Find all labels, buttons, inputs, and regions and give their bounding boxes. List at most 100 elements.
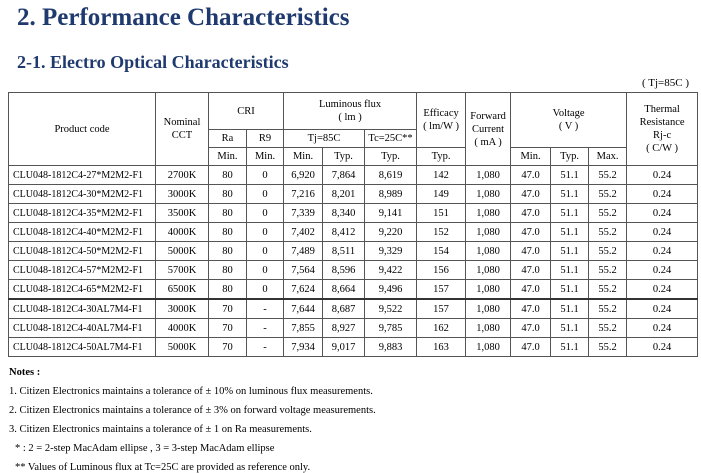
table-cell: 47.0 bbox=[510, 298, 552, 319]
note: 3. Citizen Electronics maintains a toler… bbox=[9, 424, 312, 435]
table-cell: 0 bbox=[245, 165, 285, 185]
table-cell: 157 bbox=[416, 279, 467, 300]
table-cell: 80 bbox=[208, 241, 247, 261]
table-cell: 8,511 bbox=[322, 241, 366, 261]
table-row: CLU048-1812C4-35*M2M2-F1 3500K 80 0 7,339 8,3… bbox=[8, 203, 699, 223]
condition: ( Tj=85C ) bbox=[642, 77, 689, 89]
table-cell: 80 bbox=[208, 222, 247, 242]
table-cell: CLU048-1812C4-40*M2M2-F1 bbox=[8, 222, 156, 242]
table-cell: 151 bbox=[416, 203, 467, 223]
table-cell: 1,080 bbox=[465, 298, 512, 319]
table-cell: 80 bbox=[208, 260, 247, 280]
header-line: ( mA ) bbox=[474, 136, 502, 148]
table-cell: 7,855 bbox=[283, 318, 324, 338]
table-cell: 47.0 bbox=[510, 203, 552, 223]
header-line: ( lm/W ) bbox=[423, 121, 460, 132]
table-row: CLU048-1812C4-50AL7M4-F1 5000K 70-7,934 9,0… bbox=[8, 337, 699, 357]
header-cell: Typ. bbox=[416, 147, 467, 166]
header-line: Thermal bbox=[644, 104, 680, 115]
table-cell: 7,564 bbox=[283, 260, 324, 280]
table-cell: 5700K bbox=[155, 260, 209, 280]
table-cell: CLU048-1812C4-35*M2M2-F1 bbox=[8, 203, 156, 223]
table-cell: 9,522 bbox=[364, 298, 418, 319]
note: ** Values of Luminous flux at Tc=25C are… bbox=[15, 462, 311, 473]
table-cell: 154 bbox=[416, 241, 467, 261]
header-cell: Typ. bbox=[550, 147, 590, 166]
table-cell: 55.2 bbox=[588, 337, 628, 357]
table-cell: - bbox=[245, 318, 285, 338]
header-line: Resistance bbox=[639, 117, 685, 128]
table-cell: 51.1 bbox=[550, 298, 590, 319]
table-cell: CLU048-1812C4-50AL7M4-F1 bbox=[8, 337, 156, 357]
table-cell: 163 bbox=[416, 337, 467, 357]
table-cell: 1,080 bbox=[465, 260, 512, 280]
header-cell: CRI bbox=[207, 92, 285, 130]
table-cell: 9,329 bbox=[364, 241, 418, 261]
table-cell: 0 bbox=[245, 260, 285, 280]
table-cell: 55.2 bbox=[588, 279, 628, 300]
table-cell: 0.24 bbox=[626, 279, 699, 300]
table-cell: 5000K bbox=[155, 241, 209, 261]
table-cell: 70 bbox=[208, 318, 247, 338]
table-row: CLU048-1812C4-40*M2M2-F1 4000K 80 0 7,402 8,4… bbox=[8, 222, 699, 242]
table-cell: 55.2 bbox=[588, 165, 628, 185]
table-cell: - bbox=[245, 298, 285, 319]
header-cell: Efficacy ( lm/W ) bbox=[416, 92, 467, 148]
table-cell: 8,619 bbox=[364, 165, 418, 185]
table-cell: 3000K bbox=[155, 184, 209, 204]
header-cell: Typ. bbox=[322, 147, 366, 166]
table-cell: 55.2 bbox=[588, 203, 628, 223]
table-cell: 8,927 bbox=[322, 318, 366, 338]
table-row: CLU048-1812C4-65*M2M2-F1 6500K 80 0 7,624 8,6… bbox=[8, 279, 699, 300]
table-cell: 8,687 bbox=[322, 298, 366, 319]
table-cell: 9,496 bbox=[364, 279, 418, 300]
header-cell: Min. bbox=[245, 147, 285, 166]
header-cell: Typ. bbox=[364, 147, 418, 166]
table-cell: 0.24 bbox=[626, 260, 699, 280]
note: 1. Citizen Electronics maintains a toler… bbox=[9, 386, 373, 397]
table-cell: 1,080 bbox=[465, 241, 512, 261]
header-cell: Nominal CCT bbox=[155, 92, 209, 166]
table-cell: 51.1 bbox=[550, 165, 590, 185]
table-cell: 51.1 bbox=[550, 241, 590, 261]
table-cell: 47.0 bbox=[510, 184, 552, 204]
table-body: CLU048-1812C4-27*M2M2-F1 2700K 80 0 6,920 7,8… bbox=[8, 165, 699, 357]
table-cell: 8,596 bbox=[322, 260, 366, 280]
table-cell: 9,785 bbox=[364, 318, 418, 338]
table-cell: CLU048-1812C4-30AL7M4-F1 bbox=[8, 298, 156, 319]
table-cell: 47.0 bbox=[510, 279, 552, 300]
table-cell: 8,340 bbox=[322, 203, 366, 223]
table-cell: 47.0 bbox=[510, 260, 552, 280]
header-line: Rj-c bbox=[653, 130, 672, 141]
table-cell: 9,141 bbox=[364, 203, 418, 223]
table-cell: 0.24 bbox=[626, 241, 699, 261]
table-cell: 6500K bbox=[155, 279, 209, 300]
header-cell: Ra bbox=[208, 129, 247, 148]
table-cell: 3000K bbox=[155, 298, 209, 319]
table-cell: 142 bbox=[416, 165, 467, 185]
note: * : 2 = 2-step MacAdam ellipse , 3 = 3-s… bbox=[15, 443, 275, 454]
table-cell: 1,080 bbox=[465, 222, 512, 242]
table-cell: 80 bbox=[208, 203, 247, 223]
table-cell: 156 bbox=[416, 260, 467, 280]
header-line: Nominal bbox=[163, 117, 201, 128]
header-cell: Product code bbox=[8, 92, 156, 166]
header-cell: Luminous flux ( lm ) bbox=[283, 92, 418, 130]
header-cell: Min. bbox=[208, 147, 247, 166]
header-line: Current bbox=[472, 123, 505, 135]
table-cell: 0.24 bbox=[626, 165, 699, 185]
table-row: CLU048-1812C4-50*M2M2-F1 5000K 80 0 7,489 8,5… bbox=[8, 241, 699, 261]
table-cell: 7,644 bbox=[283, 298, 324, 319]
table-cell: 6,920 bbox=[283, 165, 324, 185]
table-cell: 47.0 bbox=[510, 222, 552, 242]
table-cell: 1,080 bbox=[465, 318, 512, 338]
header-line: ( lm ) bbox=[338, 112, 362, 123]
table-cell: 0.24 bbox=[626, 222, 699, 242]
header-line: Voltage bbox=[552, 108, 585, 119]
table-cell: 51.1 bbox=[550, 260, 590, 280]
table-cell: 2700K bbox=[155, 165, 209, 185]
table-cell: 0 bbox=[245, 203, 285, 223]
table-cell: 55.2 bbox=[588, 184, 628, 204]
table-cell: 47.0 bbox=[510, 318, 552, 338]
table-cell: - bbox=[245, 337, 285, 357]
